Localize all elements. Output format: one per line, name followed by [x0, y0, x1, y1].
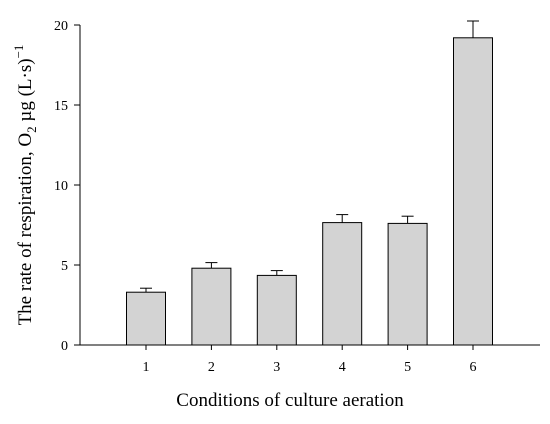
y-axis-title-prefix: The rate of respiration, O: [15, 133, 36, 326]
error-bar-3: [270, 270, 283, 276]
y-tick-label: 10: [54, 179, 68, 194]
error-bar-2: [205, 262, 218, 269]
error-bar-1: [140, 287, 152, 293]
error-bar-4: [336, 214, 349, 223]
error-bars-layer: [140, 20, 479, 293]
x-tick-label: 2: [208, 360, 215, 375]
y-axis-title-subscript: 2: [24, 126, 39, 133]
x-ticks-layer: 1 2 3 4 5 6: [143, 345, 477, 375]
error-bar-5: [401, 215, 414, 224]
y-tick-label: 0: [61, 339, 68, 354]
x-tick-label: 3: [273, 360, 280, 375]
y-tick-label: 5: [61, 259, 68, 274]
bar-1: [126, 291, 166, 346]
error-bar-6: [467, 20, 479, 38]
x-tick-label: 1: [143, 360, 150, 375]
bars-layer: [126, 37, 493, 346]
y-ticks-layer: 0 5 10 15 20: [54, 19, 80, 354]
x-axis-title: Conditions of culture aeration: [176, 390, 404, 411]
y-axis-title-superscript: −1: [11, 45, 26, 59]
y-tick-label: 15: [54, 99, 68, 114]
bar-3: [256, 274, 297, 346]
y-axis-title: The rate of respiration, O2 µg (L·s)−1: [11, 45, 39, 326]
bar-6: [453, 37, 493, 346]
bar-4: [322, 222, 363, 346]
x-tick-label: 4: [339, 360, 346, 375]
bar-5: [387, 222, 428, 346]
y-axis-title-unit: µg (L·s): [15, 58, 36, 126]
y-tick-label: 20: [54, 19, 68, 34]
svg-text:The rate of respiration, O2 µg: The rate of respiration, O2 µg (L·s)−1: [11, 45, 39, 326]
x-tick-label: 5: [404, 360, 411, 375]
x-tick-label: 6: [470, 360, 477, 375]
bar-2: [191, 267, 232, 346]
